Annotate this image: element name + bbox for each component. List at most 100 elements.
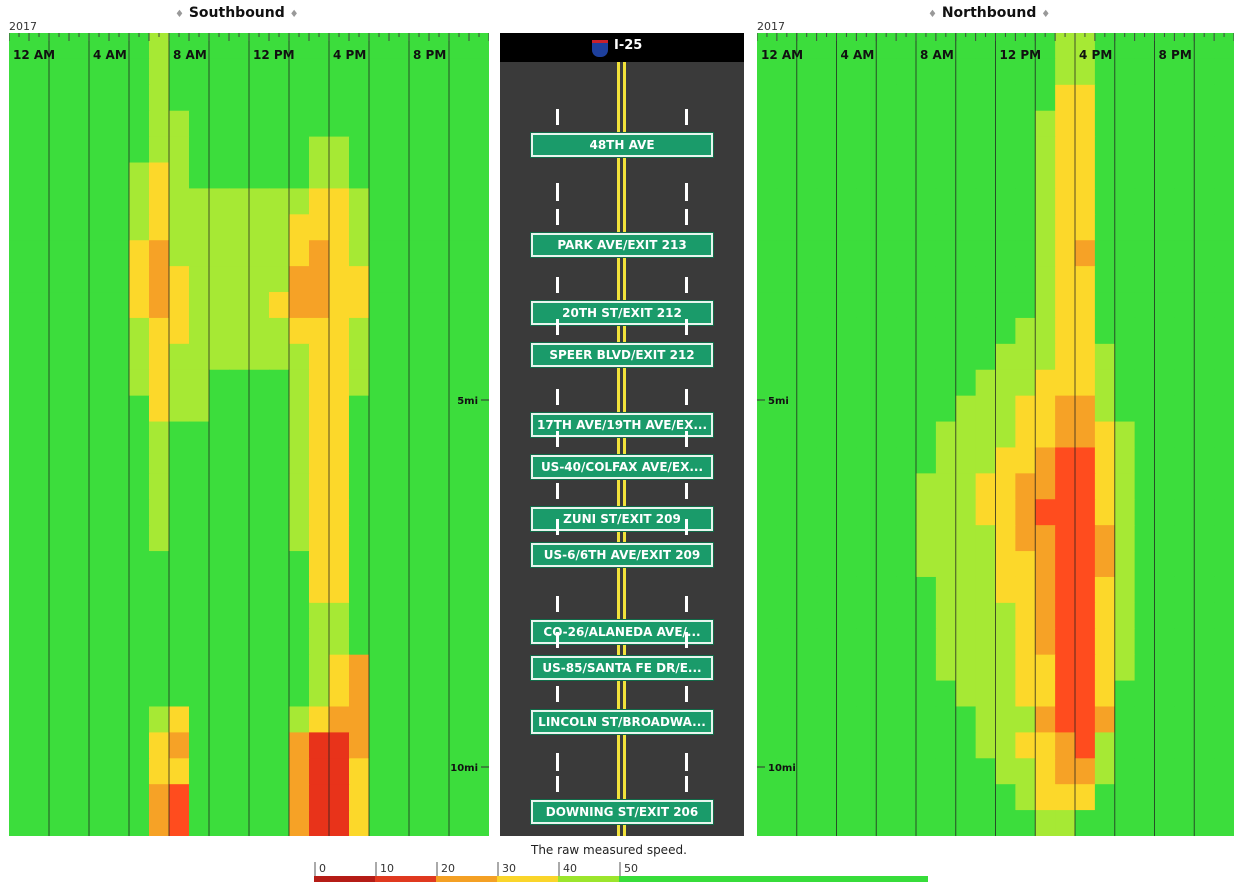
time-tick-label: 4 AM (841, 48, 875, 62)
heatmap-cell (309, 421, 330, 449)
heatmap-cell (1194, 499, 1215, 526)
heatmap-cell (1174, 162, 1195, 190)
heatmap-cell (1134, 395, 1156, 423)
heatmap-cell (69, 784, 90, 811)
heatmap-cell (449, 447, 470, 474)
heatmap-cell (995, 214, 1016, 241)
heatmap-cell (1035, 395, 1056, 423)
heatmap-cell (149, 33, 170, 60)
heatmap-cell (349, 810, 370, 836)
heatmap-cell (329, 188, 350, 215)
heatmap-cell (169, 551, 190, 578)
heatmap-cell (1214, 784, 1234, 811)
heatmap-cell (816, 369, 838, 397)
heatmap-cell (129, 810, 150, 836)
heatmap-cell (229, 473, 250, 500)
heatmap-cell (289, 525, 310, 552)
heatmap-cell (1134, 162, 1156, 190)
heatmap-cell (836, 551, 857, 578)
heatmap-cell (189, 784, 210, 811)
heatmap-cell (349, 188, 370, 215)
heatmap-cell (816, 58, 838, 86)
heatmap-cell (169, 369, 190, 397)
heatmap-cell (1154, 447, 1175, 474)
heatmap-cell (89, 680, 110, 708)
heatmap-cell (469, 84, 489, 112)
heatmap-cell (757, 784, 778, 811)
heatmap-cell (1174, 602, 1195, 630)
heatmap-cell (69, 654, 90, 682)
center-line (617, 62, 620, 836)
heatmap-cell (229, 395, 250, 423)
heatmap-cell (349, 84, 370, 112)
heatmap-cell (1035, 525, 1056, 552)
heatmap-cell (1174, 84, 1195, 112)
heatmap-cell (189, 525, 210, 552)
heatmap-cell (935, 732, 957, 759)
heatmap-cell (129, 732, 150, 759)
heatmap-cell (29, 58, 50, 86)
heatmap-cell (816, 499, 838, 526)
heatmap-cell (1194, 810, 1215, 836)
heatmap-cell (309, 292, 330, 319)
heatmap-cell (229, 369, 250, 397)
heatmap-cell (856, 110, 877, 138)
heatmap-cell (1094, 447, 1116, 474)
heatmap-cell (1214, 758, 1234, 785)
heatmap-cell (29, 240, 50, 267)
heatmap-cell (1094, 576, 1116, 604)
heatmap-cell (269, 110, 290, 138)
heatmap-cell (1174, 473, 1195, 500)
heatmap-cell (49, 317, 70, 345)
heatmap-cell (1075, 602, 1096, 630)
heatmap-cell (269, 732, 290, 759)
heatmap-cell (935, 266, 957, 293)
heatmap-cell (449, 266, 470, 293)
heatmap-cell (269, 421, 290, 449)
heatmap-cell (1134, 525, 1156, 552)
heatmap-cell (449, 654, 470, 682)
heatmap-cell (69, 84, 90, 112)
time-tick-label: 12 PM (253, 48, 295, 62)
heatmap-cell (1154, 84, 1175, 112)
heatmap-cell (149, 214, 170, 241)
heatmap-cell (935, 654, 957, 682)
heatmap-cell (935, 758, 957, 785)
heatmap-cell (1134, 317, 1156, 345)
heatmap-cell (289, 188, 310, 215)
heatmap-cell (1094, 188, 1116, 215)
heatmap-cell (109, 732, 130, 759)
heatmap-cell (229, 214, 250, 241)
heatmap-cell (1035, 758, 1056, 785)
heatmap-cell (856, 421, 877, 449)
heatmap-cell (1194, 576, 1215, 604)
heatmap-cell (469, 576, 489, 604)
heatmap-cell (109, 473, 130, 500)
heatmap-cell (1174, 136, 1195, 164)
heatmap-cell (329, 33, 350, 60)
heatmap-cell (209, 214, 230, 241)
heatmap-cell (109, 33, 130, 60)
distance-tick: 10mi (450, 763, 489, 774)
heatmap-cell (209, 421, 230, 449)
heatmap-cell (109, 628, 130, 656)
heatmap-cell (449, 758, 470, 785)
heatmap-cell (149, 732, 170, 759)
heatmap-cell (229, 654, 250, 682)
heatmap-cell (1055, 732, 1076, 759)
heatmap-cell (975, 162, 997, 190)
heatmap-cell (757, 84, 778, 112)
heatmap-cell (129, 784, 150, 811)
lane-marker (556, 389, 559, 405)
heatmap-cell (409, 628, 430, 656)
heatmap-cell (1194, 110, 1215, 138)
heatmap-cell (49, 473, 70, 500)
heatmap-cell (876, 654, 897, 682)
heatmap-cell (49, 343, 70, 371)
lane-marker (556, 319, 559, 335)
heatmap-cell (776, 369, 798, 397)
heatmap-cell (1194, 551, 1215, 578)
heatmap-cell (429, 292, 450, 319)
heatmap-cell (129, 369, 150, 397)
heatmap-cell (169, 343, 190, 371)
